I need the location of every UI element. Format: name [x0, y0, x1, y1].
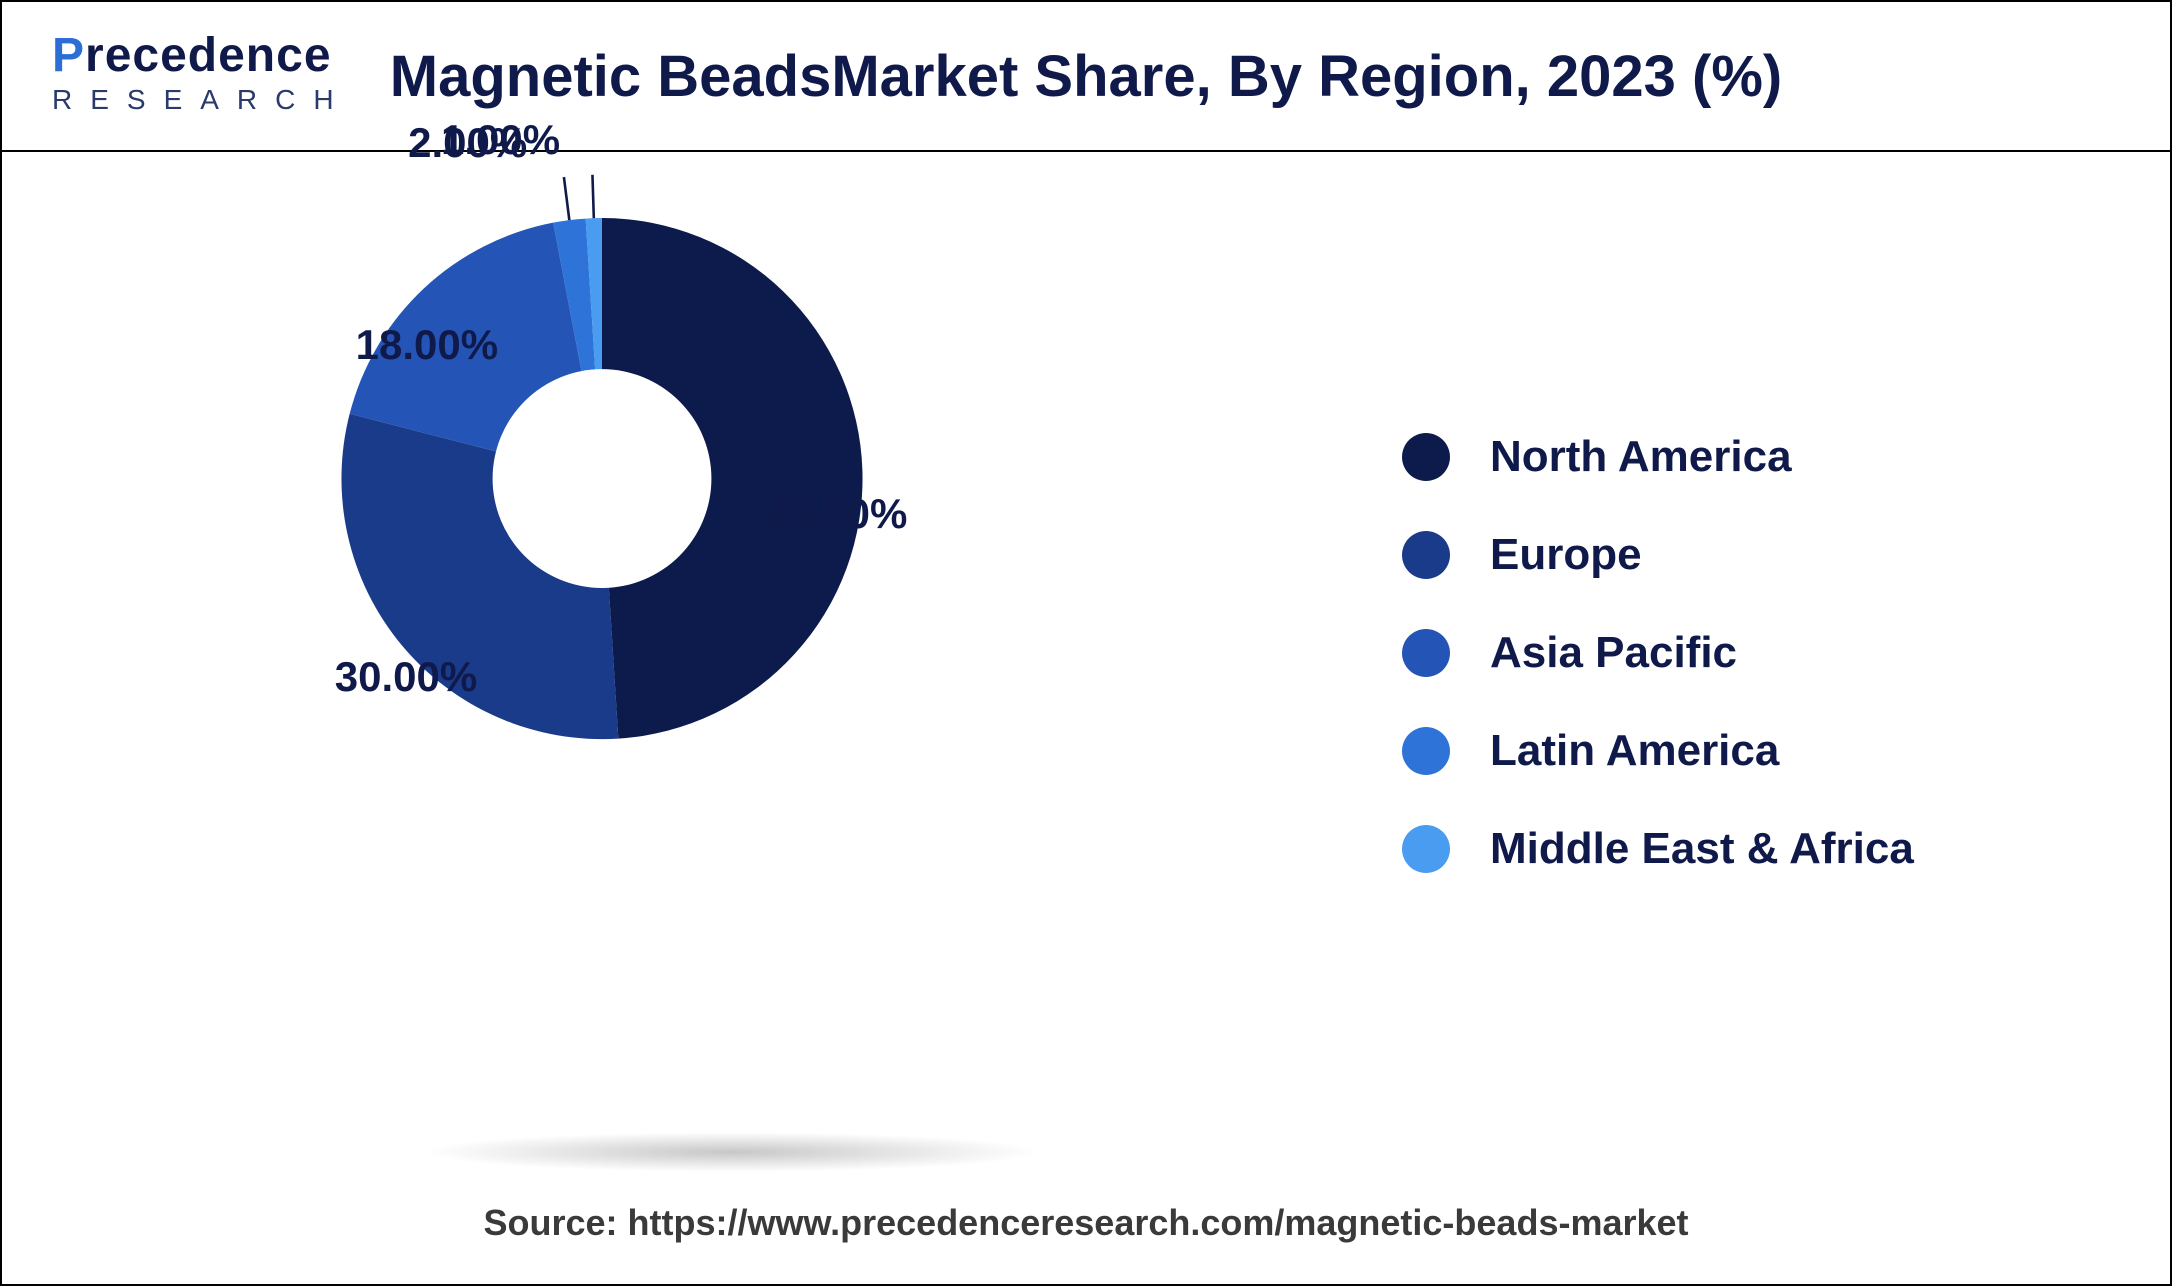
leader-line	[564, 177, 569, 220]
slice-label: 30.00%	[335, 653, 477, 701]
source-text: Source: https://www.precedenceresearch.c…	[2, 1202, 2170, 1244]
legend-dot	[1402, 825, 1450, 873]
legend-item: Asia Pacific	[1402, 628, 1914, 678]
chart-frame: Precedence RESEARCH Magnetic BeadsMarket…	[0, 0, 2172, 1286]
legend-item: Europe	[1402, 530, 1914, 580]
legend-item: Middle East & Africa	[1402, 824, 1914, 874]
legend: North America Europe Asia Pacific Latin Ame…	[1402, 432, 1914, 922]
logo-accent-letter: P	[52, 29, 85, 82]
logo-rest: recedence	[85, 29, 332, 82]
chart-shadow	[422, 1132, 1042, 1172]
leader-lines	[564, 175, 594, 220]
chart-area: 49.00%30.00%18.00%2.00%1.00% North Ameri…	[2, 152, 2170, 1152]
header: Precedence RESEARCH Magnetic BeadsMarket…	[2, 2, 2170, 152]
legend-item: North America	[1402, 432, 1914, 482]
legend-item: Latin America	[1402, 726, 1914, 776]
legend-dot	[1402, 727, 1450, 775]
legend-dot	[1402, 433, 1450, 481]
slice-label: 1.00%	[441, 116, 560, 164]
slice-label: 18.00%	[356, 321, 498, 369]
legend-label: Asia Pacific	[1490, 628, 1737, 678]
legend-label: North America	[1490, 432, 1792, 482]
logo-line2: RESEARCH	[52, 84, 352, 116]
donut-chart: 49.00%30.00%18.00%2.00%1.00%	[272, 192, 932, 852]
donut-hole	[493, 369, 712, 588]
legend-dot	[1402, 531, 1450, 579]
leader-line	[592, 175, 593, 218]
legend-label: Europe	[1490, 530, 1642, 580]
legend-dot	[1402, 629, 1450, 677]
legend-label: Latin America	[1490, 726, 1779, 776]
legend-label: Middle East & Africa	[1490, 824, 1914, 874]
brand-logo: Precedence RESEARCH	[52, 32, 352, 116]
slice-label: 49.00%	[765, 490, 907, 538]
logo-line1: Precedence	[52, 32, 352, 80]
